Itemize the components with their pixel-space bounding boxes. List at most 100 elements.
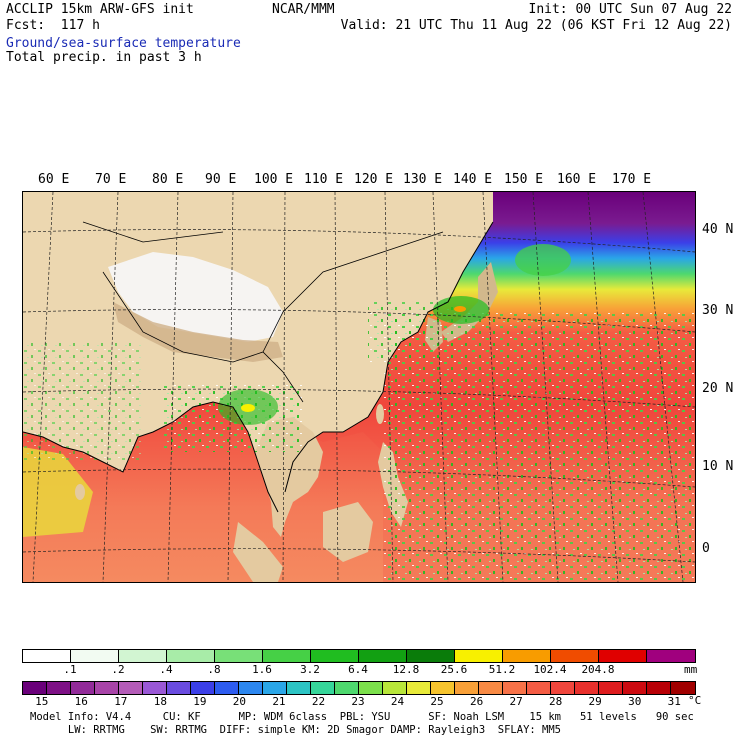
colorbar-swatch [551,682,575,694]
lon-label-130e: 130 E [403,172,443,187]
coastline [23,221,494,513]
colorbar-swatch [215,650,263,662]
colorbar-label: 29 [588,695,602,708]
colorbar-label: 31 [667,695,681,708]
lon-label-90e: 90 E [205,172,237,187]
map-canvas [23,192,695,582]
lon-label-170e: 170 E [612,172,652,187]
sst-field-label: Ground/sea-surface temperature [6,36,241,51]
colorbar-label: 26 [469,695,484,708]
colorbar-swatch [119,682,143,694]
colorbar-swatch [263,650,311,662]
borneo [323,502,373,562]
colorbar-swatch [455,650,503,662]
colorbar-swatch [359,650,407,662]
colorbar-swatch [23,682,47,694]
init-time: Init: 00 UTC Sun 07 Aug 22 [528,2,733,17]
colorbar-label: 28 [549,695,563,708]
precip-north-heavy [515,244,571,276]
colorbar-label: 3.2 [300,663,320,676]
run-title: ACCLIP 15km ARW-GFS init [6,2,194,17]
colorbar-swatch [671,682,695,694]
lon-label-100e: 100 E [254,172,294,187]
lon-label-70e: 70 E [95,172,127,187]
sumatra [233,522,283,582]
colorbar-swatch [215,682,239,694]
colorbar-swatch [623,682,647,694]
colorbar-label: 16 [74,695,88,708]
colorbar-swatch [407,682,431,694]
lat-lon-grid [23,192,695,582]
colorbar-swatch [383,682,407,694]
colorbar-swatch [167,682,191,694]
colorbar-swatch [647,650,695,662]
colorbar-label: .8 [207,663,221,676]
colorbar-label: 15 [35,695,49,708]
colorbar-swatch [71,650,119,662]
colorbar-swatch [311,682,335,694]
tibetan-plateau [108,252,283,342]
temperature-colorbar [22,681,696,695]
colorbar-label: 1.6 [252,663,272,676]
lon-label-120e: 120 E [354,172,394,187]
arabian-sea-cool [23,447,93,537]
colorbar-swatch [647,682,671,694]
colorbar-label: 204.8 [581,663,615,676]
colorbar-label: 102.4 [533,663,567,676]
colorbar-swatch [455,682,479,694]
colorbar-swatch [47,682,71,694]
colorbar-swatch [191,682,215,694]
colorbar-label: 23 [351,695,365,708]
precip-field-label: Total precip. in past 3 h [6,50,202,65]
colorbar-label: 30 [628,695,642,708]
lon-label-160e: 160 E [557,172,597,187]
colorbar-swatch [311,650,359,662]
colorbar-label: 24 [390,695,405,708]
lon-label-150e: 150 E [504,172,544,187]
colorbar-swatch [239,682,263,694]
colorbar-swatch [527,682,551,694]
forecast-hour: Fcst: 117 h [6,18,100,33]
colorbar-label: 6.4 [348,663,368,676]
colorbar-label: 21 [272,695,286,708]
colorbar-swatch [143,682,167,694]
model-info-line1: Model Info: V4.4 CU: KF MP: WDM 6class P… [30,711,694,723]
precip-japan-core [454,306,466,312]
colorbar-swatch [599,682,623,694]
colorbar-label: 51.2 [488,663,516,676]
precip-unit: mm [684,663,698,676]
colorbar-swatch [359,682,383,694]
colorbar-swatch [503,650,551,662]
valid-time: Valid: 21 UTC Thu 11 Aug 22 (06 KST Fri … [340,18,732,33]
lat-label-40n: 40 N [702,222,734,237]
organization-label: NCAR/MMM [272,2,335,17]
lon-label-140e: 140 E [453,172,493,187]
colorbar-label: 25.6 [440,663,468,676]
colorbar-swatch [23,650,71,662]
colorbar-label: .1 [63,663,77,676]
lat-label-20n: 20 N [702,381,734,396]
forecast-map [22,191,696,583]
colorbar-label: .2 [111,663,125,676]
colorbar-swatch [263,682,287,694]
colorbar-swatch [575,682,599,694]
japan [441,262,498,342]
colorbar-label: 12.8 [392,663,420,676]
lon-label-60e: 60 E [38,172,70,187]
colorbar-swatch [335,682,359,694]
colorbar-label: 18 [153,695,167,708]
country-borders [82,221,444,403]
colorbar-swatch [95,682,119,694]
precip-india [23,342,143,462]
lon-label-110e: 110 E [304,172,344,187]
precip-yellow-core [241,404,255,412]
colorbar-label: .4 [159,663,173,676]
colorbar-label: 19 [193,695,207,708]
temperature-unit: °C [688,694,702,707]
colorbar-swatch [71,682,95,694]
colorbar-swatch [167,650,215,662]
model-info-line2: LW: RRTMG SW: RRTMG DIFF: simple KM: 2D … [30,724,562,736]
colorbar-label: 22 [311,695,326,708]
colorbar-label: 27 [509,695,523,708]
plateau-shading [113,302,283,362]
